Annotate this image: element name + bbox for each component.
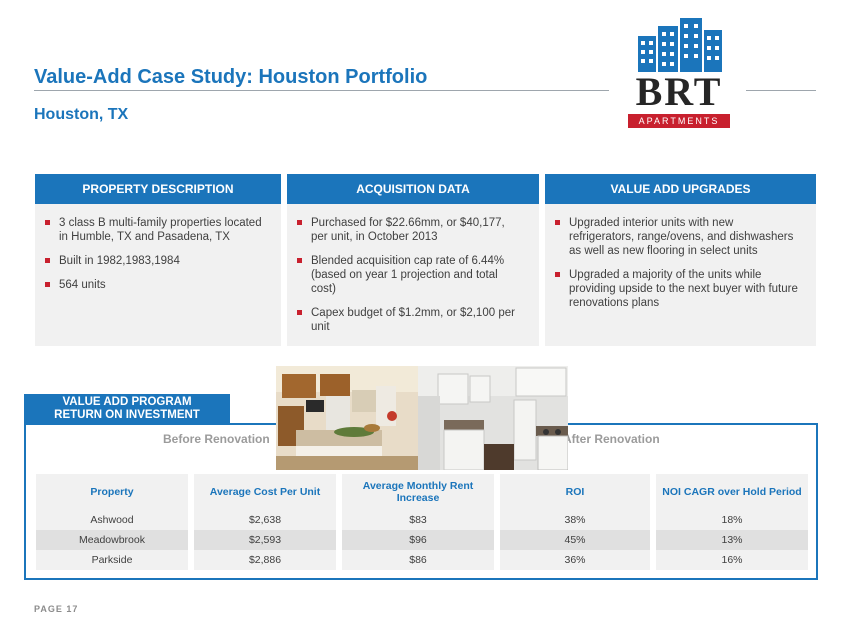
value-add-upgrades-panel: VALUE ADD UPGRADES Upgraded interior uni… bbox=[545, 174, 816, 346]
panel-heading: ACQUISITION DATA bbox=[287, 174, 539, 204]
table-cell: Parkside bbox=[36, 550, 188, 570]
roi-table: Property Average Cost Per Unit Average M… bbox=[36, 474, 808, 570]
panel-heading: VALUE ADD UPGRADES bbox=[545, 174, 816, 204]
roi-label: VALUE ADD PROGRAM RETURN ON INVESTMENT bbox=[24, 394, 230, 423]
title-rule-left bbox=[34, 90, 609, 91]
bullet-item: Upgraded interior units with new refrige… bbox=[555, 216, 798, 258]
buildings-icon bbox=[638, 18, 722, 72]
column-header-rent-increase: Average Monthly Rent Increase bbox=[342, 474, 494, 510]
before-renovation-label: Before Renovation bbox=[163, 432, 270, 446]
table-cell: 36% bbox=[500, 550, 650, 570]
table-cell: 38% bbox=[500, 510, 650, 530]
bullet-item: Purchased for $22.66mm, or $40,177, per … bbox=[297, 216, 521, 244]
roi-label-line1: VALUE ADD PROGRAM bbox=[62, 396, 192, 408]
after-renovation-photo bbox=[418, 366, 568, 470]
after-renovation-label: After Renovation bbox=[563, 432, 660, 446]
table-row: Parkside $2,886 $86 36% 16% bbox=[36, 550, 808, 570]
page-number: PAGE 17 bbox=[34, 604, 79, 614]
table-cell: 16% bbox=[656, 550, 808, 570]
column-header-roi: ROI bbox=[500, 474, 650, 510]
table-cell: $83 bbox=[342, 510, 494, 530]
roi-label-line2: RETURN ON INVESTMENT bbox=[54, 409, 200, 421]
table-header-row: Property Average Cost Per Unit Average M… bbox=[36, 474, 808, 510]
bullet-item: Upgraded a majority of the units while p… bbox=[555, 269, 798, 309]
table-cell: Meadowbrook bbox=[36, 530, 188, 550]
table-cell: $2,638 bbox=[194, 510, 336, 530]
title-rule-right bbox=[746, 90, 816, 91]
bullet-item: 3 class B multi-family properties locate… bbox=[45, 217, 262, 243]
bullet-item: Capex budget of $1.2mm, or $2,100 per un… bbox=[297, 306, 521, 334]
panel-heading: PROPERTY DESCRIPTION bbox=[35, 174, 281, 204]
table-cell: $86 bbox=[342, 550, 494, 570]
column-header-property: Property bbox=[36, 474, 188, 510]
bullet-item: 564 units bbox=[45, 278, 263, 292]
bullet-item: Built in 1982,1983,1984 bbox=[45, 254, 263, 268]
table-cell: 18% bbox=[656, 510, 808, 530]
logo-band: APARTMENTS bbox=[628, 114, 730, 128]
before-renovation-photo bbox=[276, 366, 418, 470]
logo-wordmark: BRT bbox=[635, 69, 723, 114]
column-header-noi-cagr: NOI CAGR over Hold Period bbox=[656, 474, 808, 510]
table-cell: 45% bbox=[500, 530, 650, 550]
table-cell: Ashwood bbox=[36, 510, 188, 530]
table-row: Meadowbrook $2,593 $96 45% 13% bbox=[36, 530, 808, 550]
table-cell: $2,886 bbox=[194, 550, 336, 570]
acquisition-data-panel: ACQUISITION DATA Purchased for $22.66mm,… bbox=[287, 174, 539, 346]
table-cell: $96 bbox=[342, 530, 494, 550]
property-description-panel: PROPERTY DESCRIPTION 3 class B multi-fam… bbox=[35, 174, 281, 346]
page-title: Value-Add Case Study: Houston Portfolio bbox=[34, 66, 428, 88]
table-cell: 13% bbox=[656, 530, 808, 550]
table-row: Ashwood $2,638 $83 38% 18% bbox=[36, 510, 808, 530]
column-header-avg-cost: Average Cost Per Unit bbox=[194, 474, 336, 510]
table-cell: $2,593 bbox=[194, 530, 336, 550]
page-subtitle: Houston, TX bbox=[34, 106, 129, 123]
bullet-item: Blended acquisition cap rate of 6.44% (b… bbox=[297, 254, 521, 296]
brt-logo: BRT APARTMENTS bbox=[622, 14, 736, 128]
